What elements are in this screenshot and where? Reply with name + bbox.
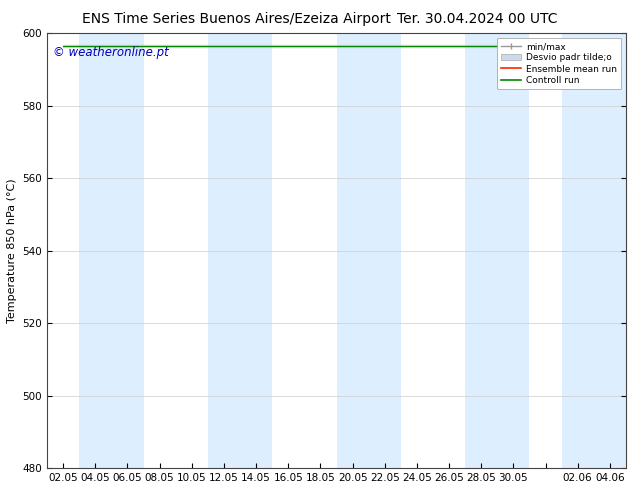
Y-axis label: Temperature 850 hPa (°C): Temperature 850 hPa (°C): [7, 178, 17, 323]
Bar: [465, 33, 529, 468]
Bar: [208, 33, 272, 468]
Text: ENS Time Series Buenos Aires/Ezeiza Airport: ENS Time Series Buenos Aires/Ezeiza Airp…: [82, 12, 391, 26]
Bar: [562, 33, 626, 468]
Bar: [79, 33, 143, 468]
Bar: [337, 33, 401, 468]
Text: © weatheronline.pt: © weatheronline.pt: [53, 46, 169, 59]
Legend: min/max, Desvio padr tilde;o, Ensemble mean run, Controll run: min/max, Desvio padr tilde;o, Ensemble m…: [497, 38, 621, 89]
Text: Ter. 30.04.2024 00 UTC: Ter. 30.04.2024 00 UTC: [398, 12, 558, 26]
